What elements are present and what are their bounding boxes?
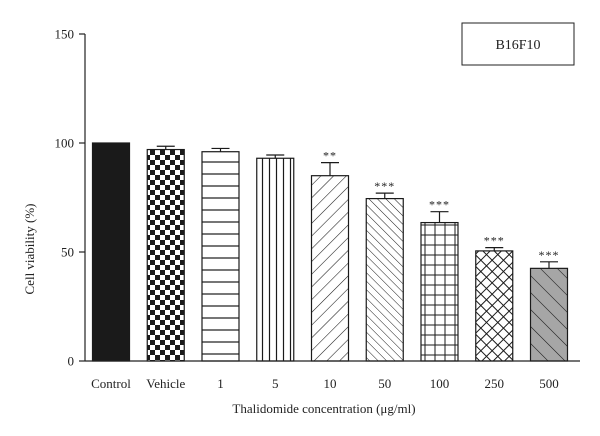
significance-label-250: *** xyxy=(484,234,505,248)
significance-label-500: *** xyxy=(539,248,560,262)
y-tick-label-100: 100 xyxy=(55,136,75,151)
bar-vehicle xyxy=(146,148,185,362)
significance-label-50: *** xyxy=(374,179,395,193)
x-tick-label-500: 500 xyxy=(539,376,559,391)
legend-box xyxy=(461,22,575,66)
bar-500 xyxy=(529,267,569,362)
bar-10 xyxy=(310,175,350,362)
x-tick-label-100: 100 xyxy=(430,376,450,391)
significance-label-10: ** xyxy=(323,149,337,163)
x-tick-label-10: 10 xyxy=(324,376,337,391)
legend-label: B16F10 xyxy=(495,38,540,53)
x-tick-label-250: 250 xyxy=(485,376,505,391)
y-tick-label-50: 50 xyxy=(61,245,74,260)
x-tick-label-50: 50 xyxy=(378,376,391,391)
bar-1 xyxy=(201,151,240,362)
x-axis-title: Thalidomide concentration (μg/ml) xyxy=(232,401,415,416)
bar-5 xyxy=(256,157,295,362)
y-tick-label-150: 150 xyxy=(55,27,75,42)
bar-control xyxy=(91,142,131,362)
x-tick-label-vehicle: Vehicle xyxy=(146,376,185,391)
chart-legend: B16F10 xyxy=(461,22,575,66)
bar-50 xyxy=(365,197,404,362)
significance-label-100: *** xyxy=(429,198,450,212)
y-axis-title: Cell viability (%) xyxy=(22,204,37,295)
x-tick-label-control: Control xyxy=(91,376,131,391)
y-tick-label-0: 0 xyxy=(68,354,75,369)
bar-100 xyxy=(420,221,459,362)
x-tick-label-5: 5 xyxy=(272,376,279,391)
x-tick-label-1: 1 xyxy=(217,376,224,391)
bar-250 xyxy=(475,250,514,362)
